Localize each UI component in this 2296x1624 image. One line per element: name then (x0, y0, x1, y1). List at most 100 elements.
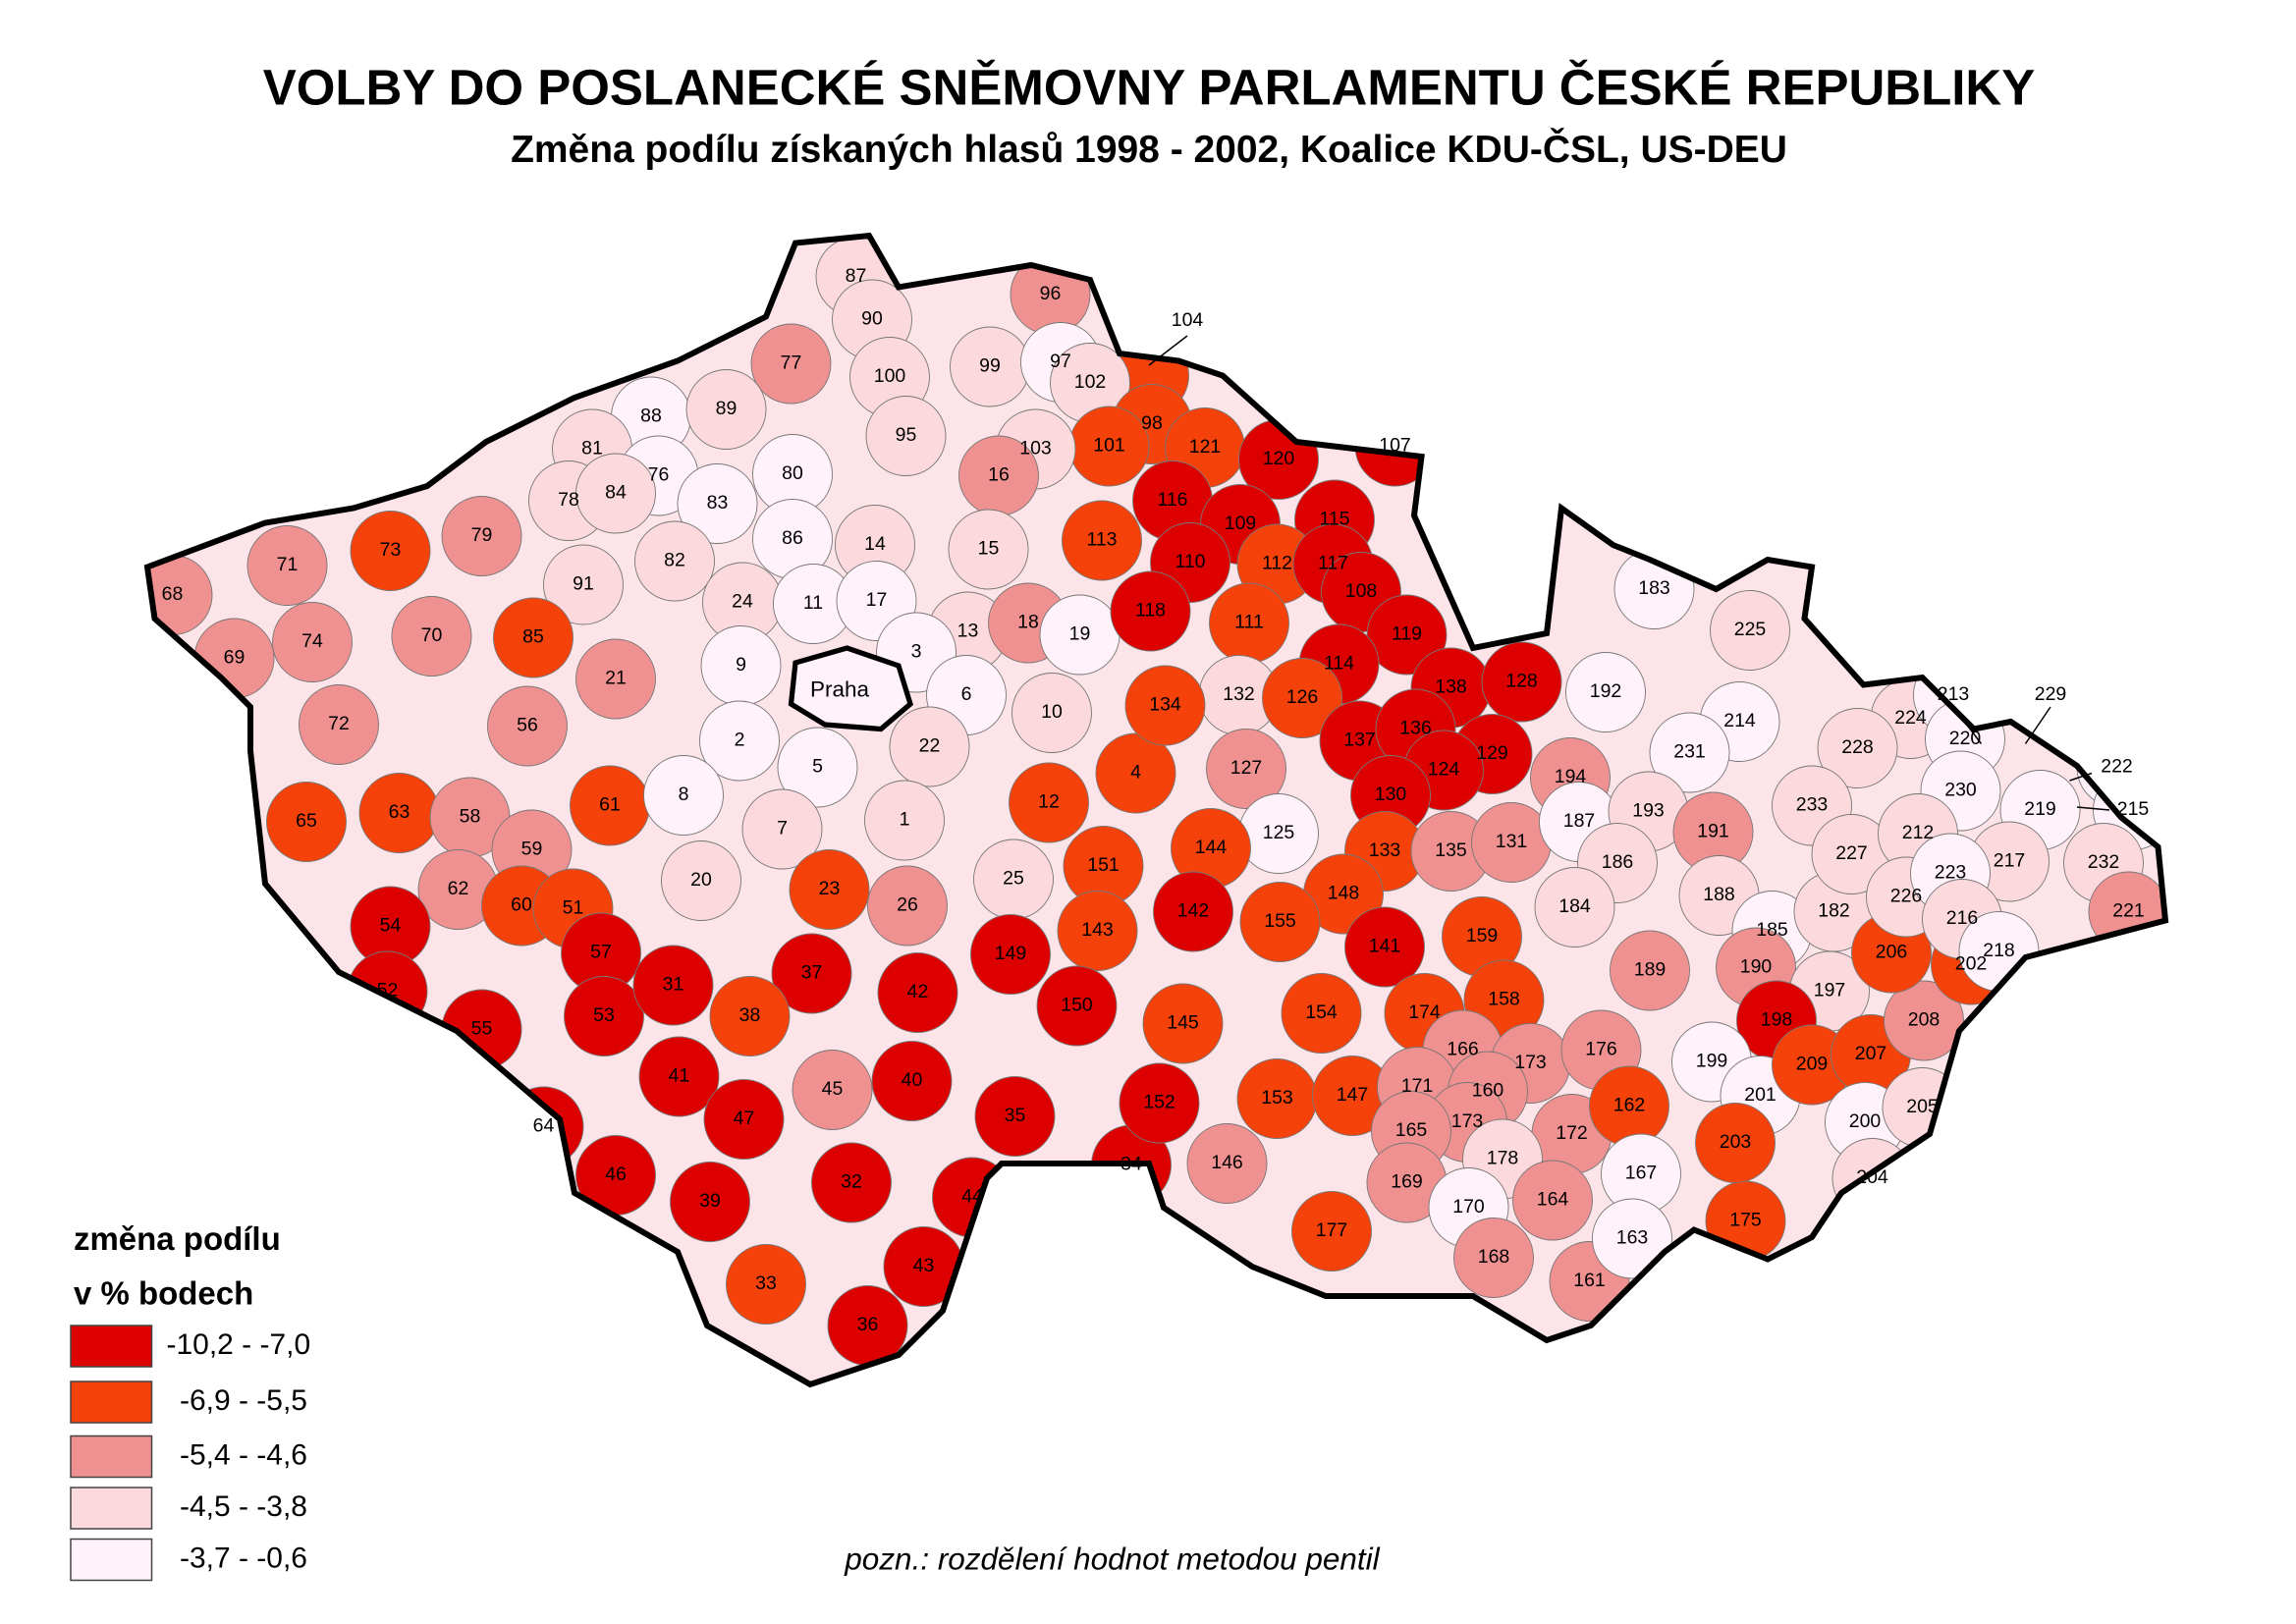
district-label: 9 (736, 654, 746, 676)
district-label: 81 (581, 438, 603, 460)
district (272, 602, 353, 682)
district (1057, 891, 1138, 971)
district (741, 788, 823, 870)
district (638, 1036, 720, 1117)
district-label: 118 (1135, 600, 1166, 622)
district-label: 68 (162, 583, 184, 605)
district (1153, 871, 1233, 952)
district-label: 170 (1452, 1196, 1485, 1218)
district-label: 20 (690, 869, 712, 891)
district-label: 162 (1613, 1095, 1646, 1116)
district-label: 31 (663, 974, 684, 996)
district (685, 369, 767, 450)
district-label: 47 (734, 1108, 755, 1129)
district (1036, 965, 1118, 1047)
district-label: 155 (1264, 910, 1296, 932)
district-label: 33 (755, 1272, 777, 1294)
district-label: 89 (716, 398, 738, 419)
district-label: 190 (1740, 956, 1773, 978)
district-label: 209 (1796, 1054, 1829, 1075)
district-label: 46 (605, 1164, 627, 1185)
title: VOLBY DO POSLANECKÉ SNĚMOVNY PARLAMENTU … (263, 58, 2036, 115)
district (1119, 1062, 1200, 1144)
district (1062, 500, 1142, 581)
district-label: 79 (471, 524, 493, 546)
district-label: 65 (296, 810, 317, 832)
district-label: 113 (1086, 529, 1117, 551)
district (1366, 594, 1448, 676)
district (726, 1244, 806, 1325)
legend-swatch (70, 1487, 153, 1530)
district-label: 73 (380, 539, 402, 561)
district-label: 146 (1211, 1152, 1243, 1173)
district-label: 172 (1556, 1122, 1588, 1144)
district-label: 82 (664, 550, 685, 571)
district-label: 229 (2035, 683, 2067, 705)
district-label: 15 (978, 538, 1000, 560)
district-label: 95 (896, 424, 917, 446)
district-label: 99 (979, 355, 1001, 377)
district-label: 136 (1399, 718, 1432, 739)
district-label: 12 (1038, 791, 1060, 813)
district (1610, 930, 1690, 1011)
district-label: 184 (1558, 895, 1591, 917)
district-label: 11 (803, 592, 823, 614)
district-label: 129 (1476, 742, 1508, 764)
district-label: 152 (1143, 1092, 1175, 1113)
district-label: 114 (1324, 653, 1354, 675)
district-label: 212 (1902, 822, 1935, 843)
district-label: 24 (732, 591, 753, 613)
district-label: 84 (605, 482, 627, 504)
district-label: 186 (1602, 851, 1634, 873)
district-label: 70 (421, 624, 443, 646)
legend-swatch (70, 1325, 153, 1368)
district-label: 202 (1955, 953, 1988, 975)
district-label: 2 (735, 730, 745, 751)
district-label: 199 (1696, 1051, 1728, 1072)
district (299, 684, 379, 765)
district (1186, 1123, 1268, 1204)
district-label: 188 (1703, 884, 1735, 905)
district (246, 525, 328, 606)
district-label: 107 (1379, 435, 1411, 457)
district (1512, 1160, 1593, 1241)
district-label: 168 (1478, 1246, 1510, 1268)
district-label: 5 (812, 756, 823, 778)
district-label: 19 (1069, 623, 1091, 645)
district-label: 77 (781, 352, 802, 374)
district (391, 596, 472, 677)
leader-line (2069, 772, 2093, 782)
legend-label: -5,4 - -4,6 (180, 1438, 307, 1471)
district (867, 865, 948, 947)
district-label: 154 (1305, 1001, 1338, 1023)
district-label: 121 (1189, 436, 1222, 458)
district-label: 59 (521, 839, 543, 860)
district (1565, 652, 1646, 732)
district-label: 200 (1849, 1110, 1882, 1132)
district-label: 58 (460, 806, 481, 828)
district-label: 36 (857, 1314, 879, 1335)
district (1239, 882, 1321, 962)
district-label: 74 (301, 630, 323, 652)
district-label: 224 (1894, 707, 1927, 729)
praha-border (788, 645, 914, 732)
district-label: 204 (1856, 1166, 1888, 1188)
district (771, 933, 852, 1014)
district-label: 183 (1638, 577, 1670, 599)
district-label: 207 (1855, 1043, 1887, 1064)
legend-label: -10,2 - -7,0 (167, 1328, 311, 1361)
legend-swatch (70, 1435, 153, 1479)
district-label: 71 (277, 554, 299, 575)
district-label: 175 (1729, 1210, 1762, 1231)
district-label: 91 (573, 573, 594, 595)
district-label: 150 (1061, 995, 1093, 1016)
district-label: 226 (1890, 886, 1923, 907)
district-label: 208 (1908, 1009, 1941, 1031)
district-label: 42 (907, 981, 929, 1002)
district-label: 125 (1263, 822, 1295, 843)
district (871, 1041, 953, 1121)
district-label: 182 (1818, 900, 1850, 922)
legend-title: v % bodech (74, 1275, 253, 1312)
district (1206, 729, 1286, 809)
district (1884, 980, 1964, 1061)
